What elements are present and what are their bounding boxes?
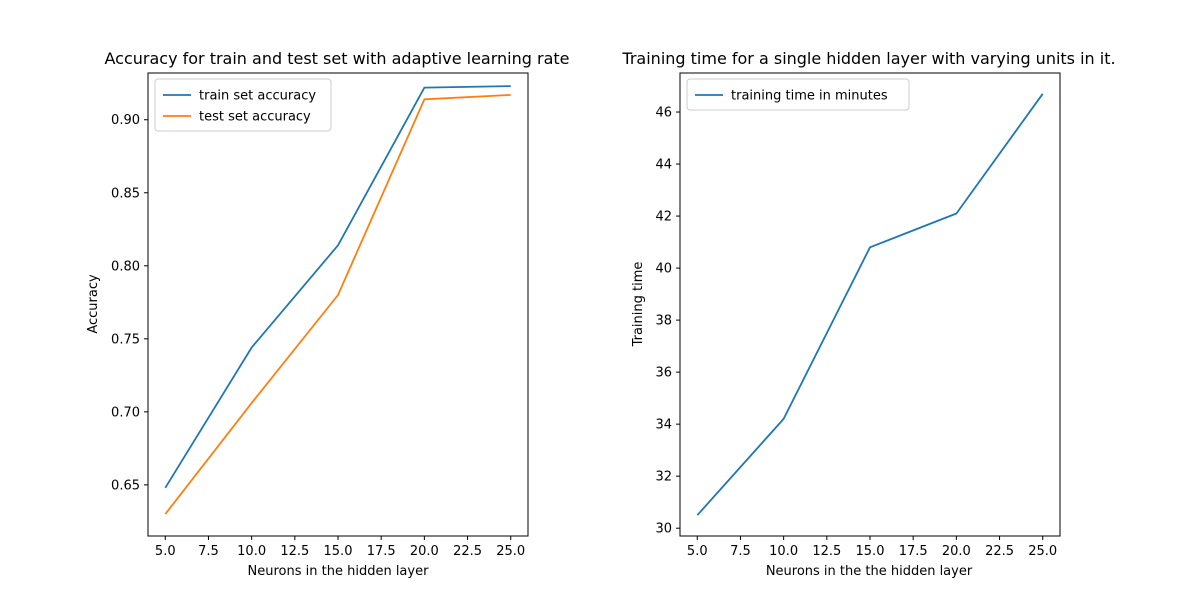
x-tick-label: 7.5 — [198, 544, 219, 559]
y-tick-label: 0.85 — [111, 186, 140, 201]
y-tick-label: 42 — [655, 210, 672, 225]
x-tick-label: 25.0 — [496, 544, 525, 559]
y-axis-label: Accuracy — [86, 274, 101, 334]
legend-label: test set accuracy — [199, 110, 311, 125]
x-tick-label: 15.0 — [856, 544, 885, 559]
legend: train set accuracy test set accuracy — [154, 78, 332, 132]
x-tick-label: 20.0 — [410, 544, 439, 559]
legend-box — [154, 78, 332, 132]
x-tick-label: 5.0 — [687, 544, 708, 559]
y-tick-label: 0.80 — [111, 259, 140, 274]
x-tick-label: 17.5 — [367, 544, 396, 559]
x-axis-label: Neurons in the the hidden layer — [766, 564, 973, 579]
accuracy-chart: Accuracy for train and test set with ada… — [86, 49, 570, 579]
legend-label: training time in minutes — [731, 89, 888, 104]
x-tick-label: 20.0 — [942, 544, 971, 559]
y-tick-label: 32 — [655, 470, 672, 485]
x-axis: 5.0 7.5 10.0 12.5 15.0 17.5 20.0 22.5 25.0 — [155, 536, 525, 559]
legend-box — [686, 78, 910, 111]
y-axis: 30 32 34 36 38 40 42 44 46 — [655, 106, 680, 537]
y-tick-label: 30 — [655, 522, 672, 537]
x-tick-label: 12.5 — [280, 544, 309, 559]
x-tick-label: 17.5 — [899, 544, 928, 559]
y-tick-label: 0.70 — [111, 405, 140, 420]
legend: training time in minutes — [686, 78, 910, 111]
training-time-chart: Training time for a single hidden layer … — [621, 49, 1115, 579]
y-tick-label: 46 — [655, 106, 672, 121]
x-tick-label: 10.0 — [237, 544, 266, 559]
series-line — [696, 93, 1044, 516]
x-tick-label: 22.5 — [453, 544, 482, 559]
y-tick-label: 0.90 — [111, 113, 140, 128]
x-tick-label: 10.0 — [769, 544, 798, 559]
series-line — [164, 85, 511, 489]
x-tick-label: 5.0 — [155, 544, 176, 559]
chart-title: Training time for a single hidden layer … — [621, 49, 1115, 68]
x-tick-label: 7.5 — [730, 544, 751, 559]
x-tick-label: 15.0 — [324, 544, 353, 559]
y-axis: 0.65 0.70 0.75 0.80 0.85 0.90 — [111, 113, 148, 493]
series-line — [164, 94, 511, 515]
y-tick-label: 38 — [655, 314, 672, 329]
y-tick-label: 0.65 — [111, 478, 140, 493]
x-axis-label: Neurons in the hidden layer — [248, 564, 430, 579]
x-tick-label: 22.5 — [985, 544, 1014, 559]
y-tick-label: 36 — [655, 366, 672, 381]
x-tick-label: 25.0 — [1028, 544, 1057, 559]
x-axis: 5.0 7.5 10.0 12.5 15.0 17.5 20.0 22.5 25.0 — [687, 536, 1057, 559]
y-tick-label: 44 — [655, 158, 672, 173]
y-tick-label: 34 — [655, 418, 672, 433]
y-tick-label: 0.75 — [111, 332, 140, 347]
legend-label: train set accuracy — [199, 89, 316, 104]
y-axis-label: Training time — [631, 262, 646, 348]
plot-lines — [164, 85, 511, 515]
x-tick-label: 12.5 — [812, 544, 841, 559]
chart-title: Accuracy for train and test set with ada… — [104, 49, 569, 68]
plot-lines — [696, 93, 1044, 516]
y-tick-label: 40 — [655, 262, 672, 277]
